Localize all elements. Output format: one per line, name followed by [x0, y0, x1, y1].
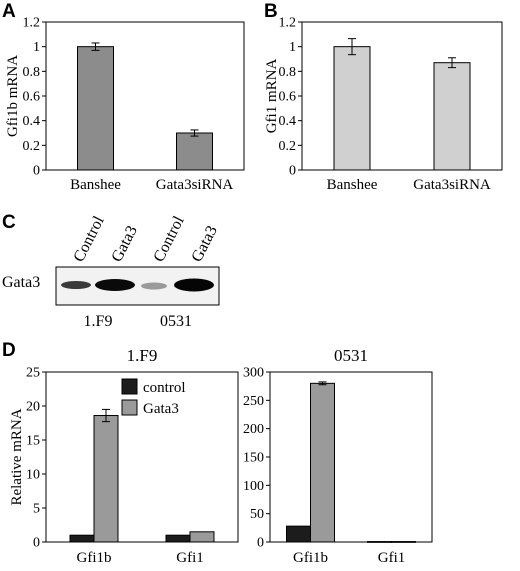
plot-frame-d-1f9: [45, 371, 239, 543]
y-tick-label-b-5: 1: [289, 40, 296, 55]
bar-a-0: [77, 46, 114, 171]
bar-d-1f9-control-0: [69, 534, 95, 543]
blot-band-1f9-gata3: [95, 279, 135, 291]
y-tick-label-d-1f9-1: 5: [33, 502, 40, 517]
x-category-label-b-0: Banshee: [327, 177, 378, 193]
bar-d-1f9-control-1: [165, 534, 191, 543]
y-tick-label-a-0: 0: [33, 164, 40, 179]
y-axis-label-d-1f9: Relative mRNA: [9, 408, 25, 505]
panel-label-a: A: [2, 1, 16, 22]
blot-band-0531-gata3: [174, 278, 214, 292]
bar-b-1: [433, 62, 471, 171]
y-tick-label-d-0531-0: 0: [257, 536, 264, 551]
blot-cell-line-2: 0531: [160, 313, 192, 330]
y-tick-label-d-0531-6: 300: [243, 366, 264, 381]
legend-label-gata3: Gata3: [143, 401, 179, 417]
x-category-label-d-1f9-0: Gfi1b: [77, 550, 112, 566]
plot-frame-d-0531: [269, 371, 433, 543]
chart-b: 0 0.2 0.4 0.6 0.8 1 1.2 Gfi1 mRNA Banshee Gata3si…: [264, 16, 503, 193]
chart-d-0531: 0 50 100 150 200 250 300 0531 Gfi1b Gfi1: [243, 346, 433, 566]
panel-label-b: B: [264, 1, 278, 22]
plot-frame-a: [45, 21, 245, 171]
blot-band-0531-control: [141, 282, 167, 290]
y-tick-label-d-1f9-5: 25: [26, 366, 40, 381]
y-tick-label-a-4: 0.8: [23, 65, 41, 80]
bar-d-1f9-gata3-0: [93, 415, 119, 543]
y-tick-label-a-5: 1: [33, 40, 40, 55]
blot-lane-label-4: Gata3: [188, 223, 220, 265]
y-tick-label-a-6: 1.2: [23, 16, 41, 31]
blot-band-1f9-control: [61, 281, 91, 289]
x-category-label-d-0531-1: Gfi1: [378, 550, 406, 566]
y-tick-label-b-0: 0: [289, 164, 296, 179]
y-tick-label-a-3: 0.6: [23, 90, 41, 105]
y-tick-label-d-0531-2: 100: [243, 479, 264, 494]
chart-a: 0 0.2 0.4 0.6 0.8 1 1.2 Gfi1b mRNA Banshee Gata3s…: [5, 16, 245, 193]
y-tick-label-d-1f9-4: 20: [26, 400, 40, 415]
chart-title-d-1f9: 1.F9: [127, 346, 158, 365]
chart-title-d-0531: 0531: [334, 346, 368, 365]
bar-d-0531-control-1: [367, 541, 392, 543]
x-category-label-d-0531-0: Gfi1b: [293, 550, 328, 566]
x-category-label-a-0: Banshee: [70, 177, 121, 193]
y-tick-label-d-0531-5: 250: [243, 394, 264, 409]
panel-label-c: C: [2, 212, 16, 233]
x-category-label-d-1f9-1: Gfi1: [176, 550, 204, 566]
y-tick-label-d-0531-1: 50: [250, 507, 264, 522]
x-category-label-b-1: Gata3siRNA: [413, 177, 491, 193]
bar-b-0: [333, 46, 371, 171]
bar-a-1: [176, 132, 213, 171]
y-tick-label-d-1f9-2: 10: [26, 468, 40, 483]
blot-lane-label-3: Control: [150, 213, 188, 265]
legend-swatch-gata3: [121, 399, 138, 416]
y-axis-label-a: Gfi1b mRNA: [5, 55, 21, 137]
y-tick-label-d-1f9-0: 0: [33, 536, 40, 551]
blot-lane-label-2: Gata3: [108, 223, 140, 265]
bar-d-0531-gata3-1: [391, 541, 416, 543]
chart-d-1f9: 0 5 10 15 20 25 Relative mRNA 1.F9 Gfi1b Gfi1 cont…: [9, 346, 239, 566]
western-blot: Control Gata3 Control Gata3 Gata3 1.F9 0…: [2, 213, 221, 330]
y-tick-label-a-1: 0.2: [23, 139, 41, 154]
y-tick-label-d-0531-3: 150: [243, 451, 264, 466]
blot-cell-line-1: 1.F9: [84, 313, 113, 330]
blot-lane-label-1: Control: [70, 213, 108, 265]
bar-d-1f9-gata3-1: [189, 531, 215, 543]
bar-d-0531-gata3-0: [310, 382, 335, 543]
y-tick-label-b-2: 0.4: [279, 114, 297, 129]
legend-label-control: control: [143, 380, 186, 396]
y-tick-label-b-6: 1.2: [279, 16, 297, 31]
y-tick-label-b-3: 0.6: [279, 90, 297, 105]
y-tick-label-d-0531-4: 200: [243, 422, 264, 437]
bar-d-0531-control-0: [286, 525, 311, 543]
blot-row-label: Gata3: [2, 274, 40, 291]
x-category-label-a-1: Gata3siRNA: [156, 177, 234, 193]
y-tick-label-a-2: 0.4: [23, 114, 41, 129]
y-tick-label-b-1: 0.2: [279, 139, 297, 154]
y-tick-label-d-1f9-3: 15: [26, 434, 40, 449]
y-axis-label-b: Gfi1 mRNA: [264, 59, 280, 134]
panel-label-d: D: [2, 340, 16, 361]
plot-frame-b: [301, 21, 503, 171]
legend-swatch-control: [121, 378, 138, 395]
y-tick-label-b-4: 0.8: [279, 65, 297, 80]
